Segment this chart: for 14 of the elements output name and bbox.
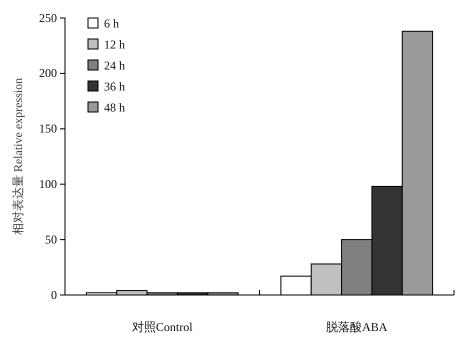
y-tick-label: 0 xyxy=(51,288,57,302)
y-tick-label: 250 xyxy=(39,10,57,25)
y-axis-title: 相对表达量 Relative expression xyxy=(11,78,25,236)
legend-label: 36 h xyxy=(104,80,125,94)
x-tick-label: 脱落酸ABA xyxy=(326,320,388,334)
y-tick-label: 100 xyxy=(39,177,57,192)
x-tick-label: 对照Control xyxy=(132,320,194,334)
legend-label: 12 h xyxy=(104,38,125,52)
legend-label: 48 h xyxy=(104,100,125,114)
legend-label: 24 h xyxy=(104,58,125,72)
legend-label: 6 h xyxy=(104,16,119,30)
y-tick-label: 50 xyxy=(45,232,57,246)
y-tick-label: 200 xyxy=(39,66,57,80)
y-tick-label: 150 xyxy=(39,122,57,136)
